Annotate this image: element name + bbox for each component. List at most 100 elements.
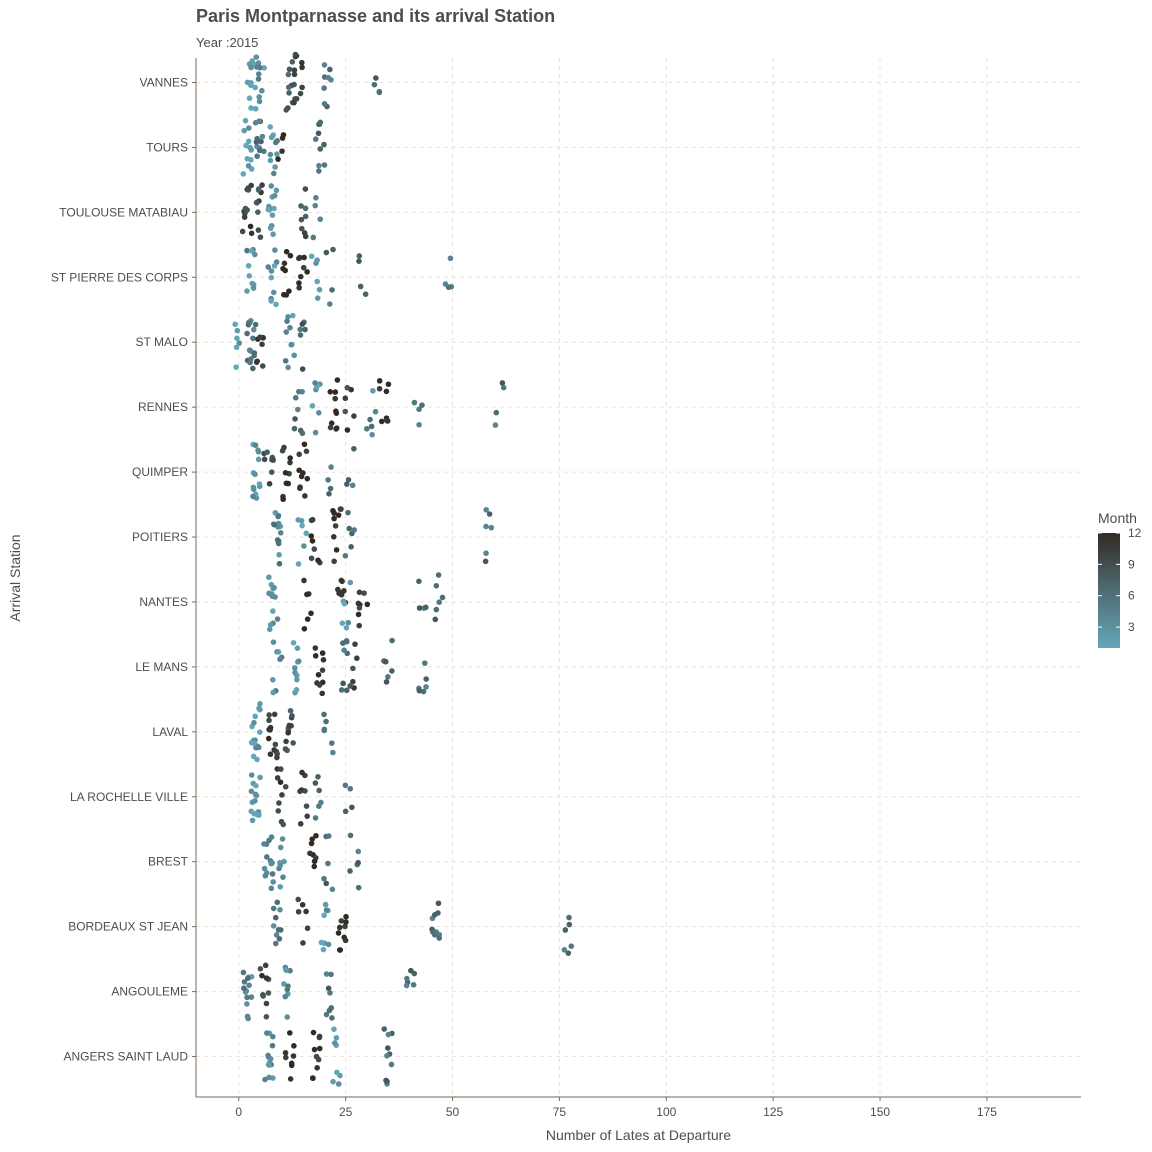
data-point bbox=[257, 774, 263, 781]
data-point bbox=[342, 808, 349, 815]
data-point bbox=[270, 905, 277, 912]
data-point bbox=[356, 605, 363, 611]
data-point bbox=[248, 105, 254, 111]
data-point bbox=[240, 171, 247, 177]
data-point bbox=[301, 441, 308, 448]
data-point bbox=[242, 205, 249, 212]
data-point bbox=[342, 395, 349, 402]
data-point bbox=[270, 289, 277, 296]
data-point bbox=[347, 785, 354, 792]
data-point bbox=[355, 859, 361, 866]
data-point bbox=[561, 947, 568, 953]
data-point bbox=[327, 389, 334, 395]
data-point bbox=[303, 448, 310, 455]
data-point bbox=[302, 788, 308, 794]
data-point bbox=[331, 515, 337, 522]
data-point bbox=[329, 740, 335, 746]
data-point bbox=[339, 620, 346, 626]
data-point bbox=[297, 273, 304, 280]
data-point bbox=[301, 625, 308, 632]
data-point bbox=[261, 456, 268, 463]
data-point bbox=[354, 655, 360, 662]
data-point bbox=[382, 658, 389, 665]
data-point bbox=[248, 788, 255, 795]
data-point bbox=[368, 423, 375, 430]
data-point bbox=[311, 863, 318, 870]
data-point bbox=[302, 205, 309, 212]
data-point bbox=[245, 262, 252, 269]
data-point bbox=[263, 975, 270, 981]
data-point bbox=[259, 363, 266, 369]
data-point bbox=[267, 151, 274, 158]
data-point bbox=[308, 533, 315, 539]
data-point bbox=[342, 923, 348, 930]
data-point bbox=[316, 787, 322, 794]
data-point bbox=[287, 455, 293, 461]
data-point bbox=[335, 930, 342, 936]
data-point bbox=[252, 321, 259, 328]
data-point bbox=[291, 352, 298, 359]
data-point bbox=[252, 442, 259, 448]
data-point bbox=[297, 332, 304, 338]
data-point bbox=[276, 935, 283, 942]
data-point bbox=[256, 118, 262, 124]
data-point bbox=[338, 577, 345, 584]
data-point bbox=[277, 844, 284, 851]
data-point bbox=[312, 380, 318, 386]
data-point bbox=[277, 862, 283, 869]
data-point bbox=[244, 288, 250, 294]
data-point bbox=[256, 705, 262, 712]
data-point bbox=[285, 71, 292, 78]
data-point bbox=[376, 385, 383, 392]
data-point bbox=[325, 833, 332, 839]
data-point bbox=[323, 249, 330, 256]
data-point bbox=[267, 751, 274, 758]
data-point bbox=[293, 95, 300, 102]
data-point bbox=[304, 591, 310, 598]
data-point bbox=[234, 335, 240, 342]
data-point bbox=[290, 1053, 297, 1059]
data-point bbox=[378, 418, 385, 425]
data-point bbox=[295, 896, 302, 903]
data-point bbox=[327, 301, 333, 307]
x-tick-label: 150 bbox=[870, 1105, 890, 1119]
data-point bbox=[333, 547, 340, 553]
data-point bbox=[342, 937, 349, 944]
data-point bbox=[315, 773, 321, 780]
data-point bbox=[319, 650, 326, 656]
data-point bbox=[247, 223, 254, 230]
data-point bbox=[286, 1030, 293, 1036]
data-point bbox=[246, 273, 253, 279]
data-point bbox=[436, 935, 442, 941]
data-point bbox=[340, 680, 346, 687]
data-point bbox=[311, 546, 318, 552]
data-point bbox=[279, 792, 285, 798]
data-point bbox=[280, 821, 287, 828]
data-point bbox=[313, 1053, 320, 1060]
data-point bbox=[251, 251, 258, 258]
data-point bbox=[274, 899, 281, 906]
data-point bbox=[274, 616, 281, 622]
data-point bbox=[448, 283, 455, 290]
data-point bbox=[330, 534, 337, 540]
data-point bbox=[276, 560, 283, 567]
data-point bbox=[272, 741, 279, 748]
data-point bbox=[416, 578, 422, 585]
data-point bbox=[312, 780, 319, 786]
data-point bbox=[316, 682, 323, 688]
data-point bbox=[419, 402, 425, 409]
data-point bbox=[302, 493, 308, 499]
data-point bbox=[332, 523, 339, 529]
data-point bbox=[256, 729, 263, 735]
legend-title: Month bbox=[1098, 510, 1137, 526]
data-point bbox=[270, 170, 277, 177]
data-point bbox=[281, 981, 287, 987]
data-point bbox=[265, 735, 272, 742]
data-point bbox=[371, 81, 378, 88]
data-point bbox=[350, 665, 356, 672]
data-point bbox=[316, 286, 323, 293]
data-point bbox=[363, 425, 370, 432]
data-point bbox=[421, 660, 428, 666]
data-point bbox=[266, 717, 272, 724]
data-point bbox=[295, 406, 301, 413]
